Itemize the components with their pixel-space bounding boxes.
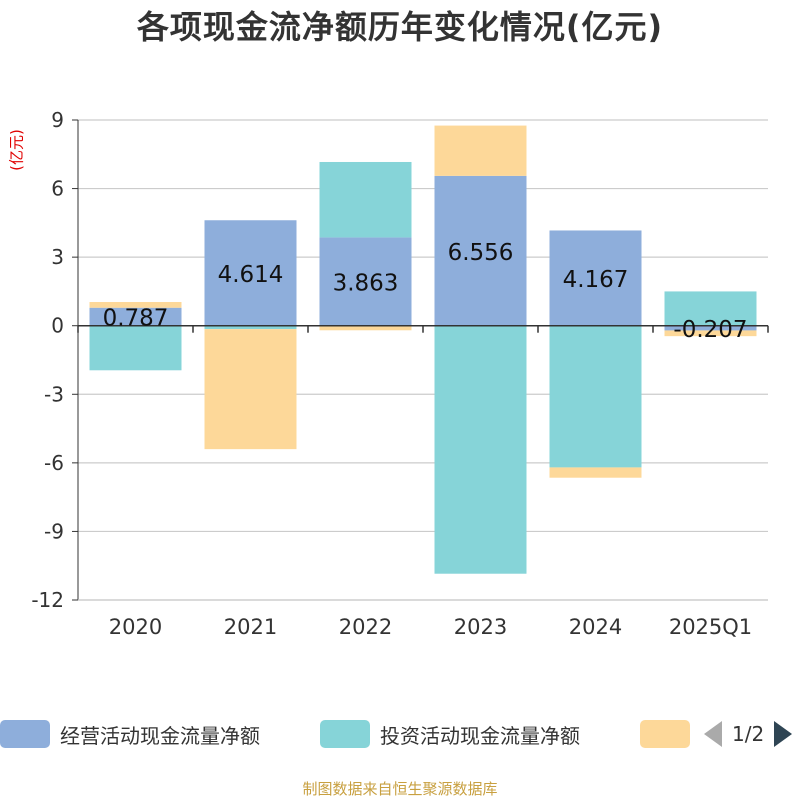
bar-segment — [319, 161, 412, 238]
x-category-label: 2020 — [109, 615, 162, 639]
legend-label: 投资活动现金流量净额 — [380, 723, 580, 748]
bar-segment — [204, 220, 297, 326]
bar-segment — [89, 307, 182, 326]
y-tick-label: 3 — [51, 245, 64, 269]
bar-segment — [664, 325, 757, 331]
legend-label: 经营活动现金流量净额 — [60, 723, 260, 748]
bar-segment — [434, 325, 527, 574]
y-tick-label: 0 — [51, 314, 64, 338]
bar-value-label: -0.207 — [673, 317, 747, 343]
y-tick-label: -12 — [31, 588, 64, 612]
bar-segment — [204, 325, 297, 330]
y-tick-label: -6 — [44, 451, 64, 475]
bar-segment — [89, 302, 182, 308]
chart-title: 各项现金流净额历年变化情况(亿元) — [136, 8, 664, 46]
y-tick-label: 6 — [51, 177, 64, 201]
bar-segment — [204, 329, 297, 450]
bar-value-label: 4.614 — [218, 262, 284, 288]
y-tick-label: 9 — [51, 108, 64, 132]
x-category-label: 2024 — [569, 615, 622, 639]
bar-value-label: 6.556 — [448, 240, 514, 266]
bar-segment — [549, 325, 642, 468]
legend-pager: 1/2 — [704, 716, 793, 752]
legend-swatch — [640, 720, 690, 748]
bar-segment — [319, 325, 412, 331]
bar-value-label: 3.863 — [333, 271, 399, 297]
x-category-label: 2025Q1 — [669, 615, 752, 639]
data-source-note: 制图数据来自恒生聚源数据库 — [302, 780, 498, 798]
x-category-label: 2022 — [339, 615, 392, 639]
legend-item-operating[interactable]: 经营活动现金流量净额 — [0, 716, 260, 752]
legend-swatch — [320, 720, 370, 748]
bar-segment — [664, 330, 757, 337]
x-category-label: 2021 — [224, 615, 277, 639]
bar-value-label: 4.167 — [563, 267, 629, 293]
bar-segment — [549, 230, 642, 326]
legend-item-investing[interactable]: 投资活动现金流量净额 — [320, 716, 580, 752]
x-category-label: 2023 — [454, 615, 507, 639]
legend-item-financing[interactable] — [640, 716, 700, 752]
legend-prev-page-icon[interactable] — [704, 721, 722, 747]
bar-segment — [434, 125, 527, 176]
bar-segment — [319, 237, 412, 326]
bar-segment — [549, 467, 642, 478]
bar-segment — [89, 325, 182, 371]
bar-segment — [434, 175, 527, 326]
bar-segment — [664, 291, 757, 326]
legend-swatch — [0, 720, 50, 748]
bar-value-label: 0.787 — [103, 306, 169, 332]
y-tick-label: -9 — [44, 519, 64, 543]
legend-page-indicator: 1/2 — [732, 722, 765, 746]
legend-next-page-icon[interactable] — [774, 721, 793, 747]
y-tick-label: -3 — [44, 382, 64, 406]
legend: 经营活动现金流量净额 投资活动现金流量净额 1/2 — [0, 716, 800, 752]
